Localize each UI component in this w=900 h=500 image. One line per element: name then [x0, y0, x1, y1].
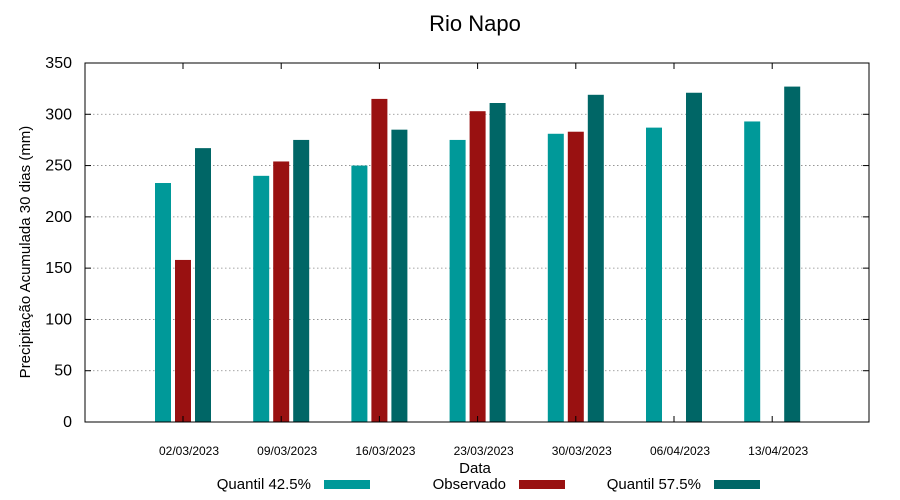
y-tick-label: 50	[54, 363, 72, 380]
x-axis: 02/03/2023 09/03/2023 16/03/2023 23/03/2023…	[159, 63, 809, 458]
bar	[371, 98, 388, 423]
y-tick-label: 200	[45, 209, 72, 226]
legend-label: Observado	[433, 476, 506, 493]
bar	[784, 86, 801, 422]
bar	[155, 183, 171, 422]
y-tick-label: 300	[45, 106, 72, 123]
bar	[489, 103, 506, 422]
bar	[273, 161, 290, 422]
y-axis: 0 50 100 150 200 250 300 350	[45, 55, 869, 431]
x-tick-label: 02/03/2023	[159, 444, 219, 458]
chart-title: Rio Napo	[429, 11, 521, 36]
bar	[469, 111, 486, 423]
bar	[391, 129, 408, 422]
x-tick-label: 09/03/2023	[257, 444, 317, 458]
y-tick-label: 350	[45, 55, 72, 72]
x-tick-label: 30/03/2023	[552, 444, 612, 458]
bar	[547, 133, 564, 422]
bar	[195, 148, 211, 423]
x-tick-label: 13/04/2023	[748, 444, 808, 458]
y-axis-label: Precipitação Acumulada 30 dias (mm)	[17, 126, 34, 379]
bar	[646, 127, 662, 423]
bars	[155, 86, 801, 423]
y-tick-label: 250	[45, 158, 72, 175]
x-tick-label: 23/03/2023	[454, 444, 514, 458]
x-tick-label: 16/03/2023	[355, 444, 415, 458]
legend-swatch	[519, 480, 565, 489]
legend-swatch	[714, 480, 760, 489]
x-tick-label: 06/04/2023	[650, 444, 710, 458]
bar	[686, 92, 702, 422]
bar	[587, 94, 604, 422]
legend-swatch	[324, 480, 370, 489]
bar	[293, 139, 310, 422]
plot-frame	[84, 62, 870, 423]
y-tick-label: 100	[45, 311, 72, 328]
bar	[175, 259, 191, 422]
bar	[253, 175, 270, 422]
bar	[351, 165, 368, 423]
legend: Quantil 42.5% Observado Quantil 57.5%	[217, 476, 760, 493]
legend-label: Quantil 57.5%	[607, 476, 701, 493]
x-axis-label: Data	[459, 460, 491, 477]
legend-label: Quantil 42.5%	[217, 476, 311, 493]
bar	[744, 121, 761, 423]
y-tick-label: 150	[45, 260, 72, 277]
bar	[449, 139, 466, 422]
bar	[567, 131, 584, 423]
y-tick-label: 0	[63, 414, 72, 431]
